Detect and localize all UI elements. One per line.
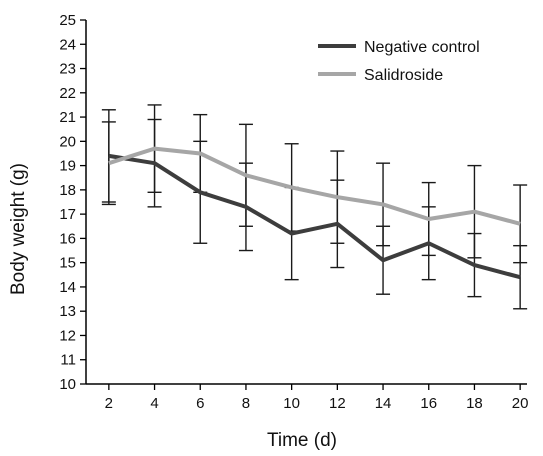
y-tick-label: 19 xyxy=(59,158,76,175)
series-line xyxy=(108,153,521,280)
y-tick-label: 15 xyxy=(59,255,76,272)
x-tick-label: 16 xyxy=(420,395,437,412)
x-tick-label: 4 xyxy=(150,395,158,412)
y-tick-label: 23 xyxy=(59,61,76,78)
x-tick-label: 18 xyxy=(466,395,483,412)
plot-area xyxy=(101,104,528,310)
series-line xyxy=(108,146,521,226)
series-2 xyxy=(101,104,528,264)
x-axis-ticks: 2 4 6 8 10 12 14 16 18 20 xyxy=(105,384,529,412)
legend-label: Negative control xyxy=(364,39,480,56)
y-tick-label: 14 xyxy=(59,279,76,296)
x-tick-label: 6 xyxy=(196,395,204,412)
x-tick-label: 14 xyxy=(375,395,392,412)
legend-label: Salidroside xyxy=(364,67,443,84)
x-tick-label: 10 xyxy=(283,395,300,412)
x-axis-title: Time (d) xyxy=(267,430,337,451)
y-tick-label: 16 xyxy=(59,230,76,247)
y-tick-label: 17 xyxy=(59,206,76,223)
legend-item: Negative control xyxy=(318,39,480,56)
y-tick-label: 11 xyxy=(60,352,76,369)
y-tick-label: 24 xyxy=(59,36,76,53)
y-axis-title: Body weight (g) xyxy=(8,163,29,295)
y-tick-label: 13 xyxy=(59,303,76,320)
y-tick-label: 10 xyxy=(59,376,76,393)
y-tick-label: 21 xyxy=(59,109,76,126)
legend-item: Salidroside xyxy=(318,67,443,84)
x-tick-label: 12 xyxy=(329,395,346,412)
y-tick-label: 22 xyxy=(59,85,76,102)
x-tick-label: 8 xyxy=(242,395,250,412)
y-tick-label: 12 xyxy=(59,327,76,344)
x-tick-label: 2 xyxy=(105,395,113,412)
series-1 xyxy=(101,109,528,310)
x-tick-label: 20 xyxy=(512,395,529,412)
legend: Negative control Salidroside xyxy=(318,39,480,84)
y-tick-label: 18 xyxy=(59,182,76,199)
y-tick-label: 25 xyxy=(59,12,76,29)
y-tick-label: 20 xyxy=(59,133,76,150)
y-axis-ticks: 10 11 12 13 14 15 16 17 18 19 20 21 22 23 24 25 xyxy=(59,12,86,393)
